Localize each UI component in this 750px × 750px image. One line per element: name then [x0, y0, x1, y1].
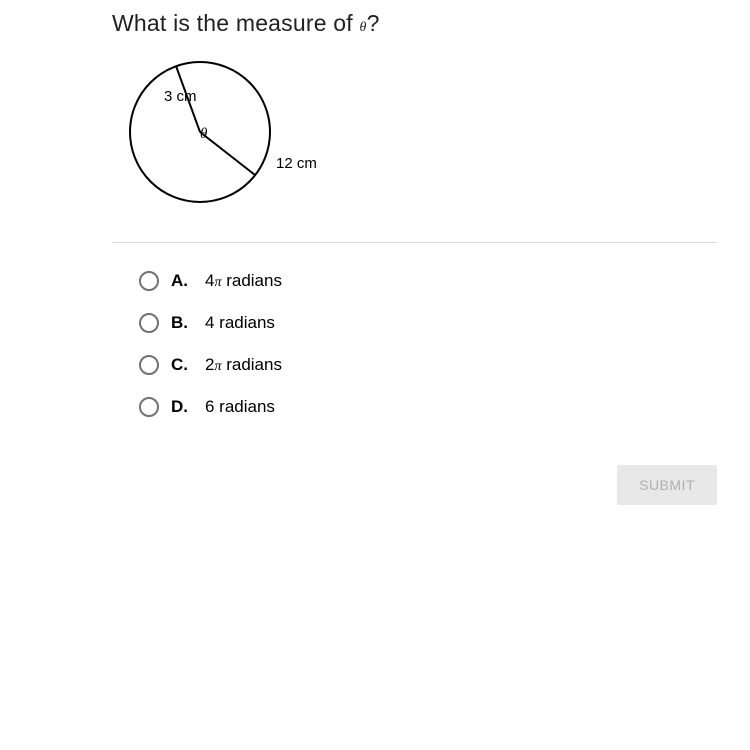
question-title: What is the measure of θ? — [112, 10, 750, 37]
option-letter-b: B. — [171, 313, 191, 333]
arc-label-text: 12 cm — [276, 155, 317, 172]
option-letter-d: D. — [171, 397, 191, 417]
radio-b[interactable] — [139, 313, 159, 333]
option-a[interactable]: A. 4π radians — [139, 271, 750, 291]
option-b[interactable]: B. 4 radians — [139, 313, 750, 333]
submit-container: SUBMIT — [112, 465, 717, 505]
radio-c[interactable] — [139, 355, 159, 375]
angle-symbol-text: θ — [200, 126, 208, 142]
question-symbol: θ — [359, 20, 366, 35]
radio-d[interactable] — [139, 397, 159, 417]
radio-a[interactable] — [139, 271, 159, 291]
submit-button[interactable]: SUBMIT — [617, 465, 717, 505]
option-letter-c: C. — [171, 355, 191, 375]
option-text-c: 2π radians — [205, 355, 282, 375]
diagram-svg: 3 cm θ 12 cm — [112, 52, 432, 232]
option-c[interactable]: C. 2π radians — [139, 355, 750, 375]
option-text-a: 4π radians — [205, 271, 282, 291]
option-text-d: 6 radians — [205, 397, 275, 417]
question-suffix: ? — [367, 10, 380, 36]
divider — [112, 242, 717, 243]
question-prefix: What is the measure of — [112, 10, 359, 36]
radius-line-2 — [200, 132, 255, 175]
radius-label-text: 3 cm — [164, 88, 197, 105]
circle-diagram: 3 cm θ 12 cm — [112, 52, 432, 232]
option-d[interactable]: D. 6 radians — [139, 397, 750, 417]
options-list: A. 4π radians B. 4 radians C. 2π radians… — [112, 271, 750, 417]
option-letter-a: A. — [171, 271, 191, 291]
option-text-b: 4 radians — [205, 313, 275, 333]
